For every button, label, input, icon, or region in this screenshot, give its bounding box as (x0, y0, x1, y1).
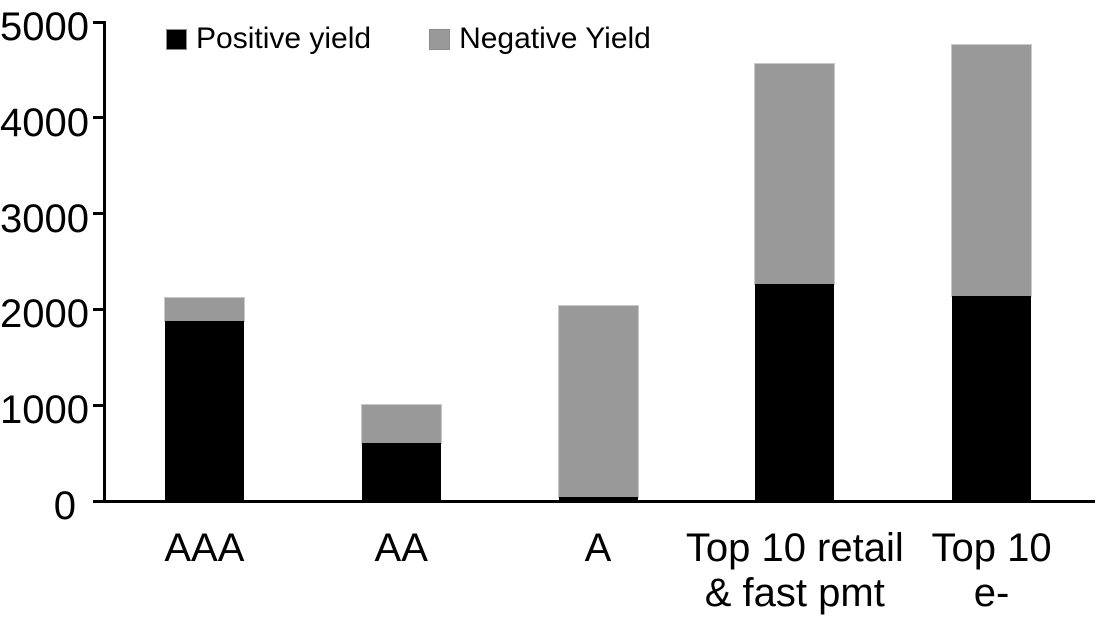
bar-aaa (164, 297, 244, 501)
bar-segment-negative-yield (952, 45, 1032, 296)
y-axis-tick-label: 0 (53, 484, 76, 528)
x-axis-category-label: AA (374, 526, 428, 570)
bar-segment-positive-yield (558, 497, 638, 501)
bar-segment-negative-yield (755, 64, 835, 284)
x-axis-category-label: Top 10 e-commerce (898, 526, 1085, 618)
bar-segment-negative-yield (361, 405, 441, 443)
bar-segment-positive-yield (755, 283, 835, 501)
bar-segment-positive-yield (361, 442, 441, 501)
bar-segment-positive-yield (164, 320, 244, 501)
legend-swatch-icon (166, 28, 187, 50)
y-axis-line (103, 21, 106, 503)
y-axis-tick (93, 212, 103, 216)
legend-swatch-icon (429, 28, 451, 50)
y-axis-tick (93, 20, 103, 24)
bar-aa (361, 405, 441, 501)
bar-segment-negative-yield (558, 305, 638, 498)
x-axis-category-label: AAA (164, 526, 245, 570)
bar-segment-positive-yield (952, 296, 1032, 501)
legend-item-positive-yield: Positive yield (166, 24, 371, 54)
x-axis-category-label: Top 10 retail & fast pmt (685, 526, 904, 615)
bar-segment-negative-yield (164, 297, 244, 321)
bar-top-10-retail (755, 64, 835, 501)
y-axis-tick (93, 403, 103, 407)
x-axis-line (103, 500, 1095, 503)
y-axis-tick-label: 3000 (0, 196, 89, 241)
legend: Positive yield Negative Yield (166, 24, 651, 54)
bar-a (558, 305, 638, 501)
legend-label: Negative Yield (459, 22, 651, 55)
x-axis-category-label: A (584, 526, 612, 570)
y-axis-tick-label: 5000 (0, 5, 89, 49)
y-axis-tick (93, 499, 103, 503)
plot-area (106, 22, 1090, 501)
y-axis-tick-label: 4000 (0, 100, 89, 145)
y-axis-tick (93, 116, 103, 120)
y-axis-tick-label: 2000 (0, 292, 89, 337)
legend-item-negative-yield: Negative Yield (429, 24, 651, 54)
y-axis-tick-label: 1000 (0, 388, 89, 433)
legend-label: Positive yield (196, 22, 372, 55)
y-axis-tick (93, 307, 103, 311)
bar-top-10 (952, 45, 1032, 501)
